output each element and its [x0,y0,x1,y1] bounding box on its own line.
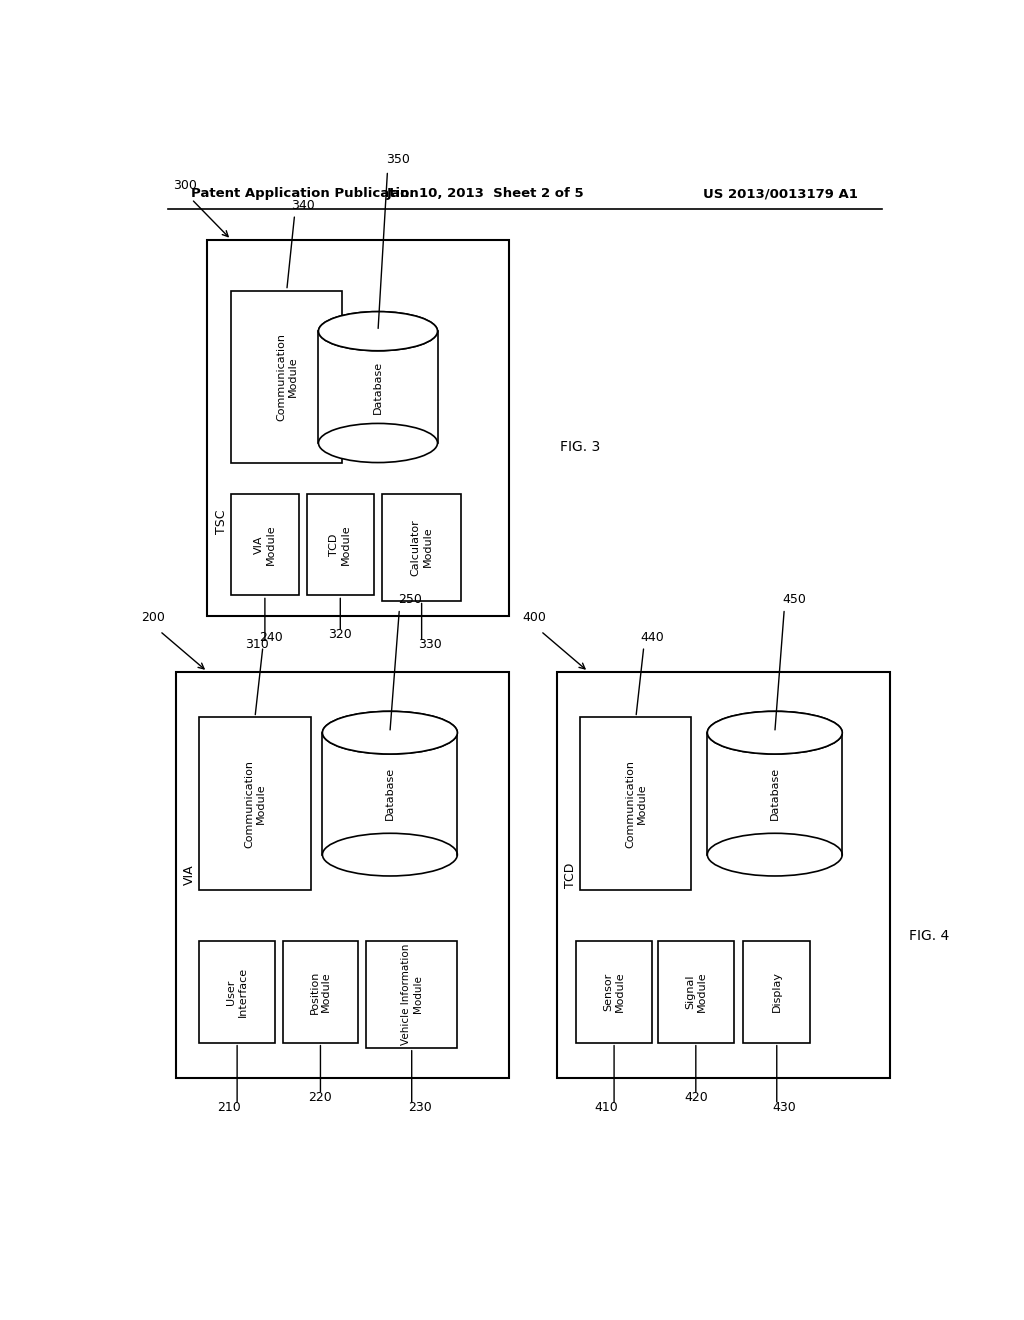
FancyBboxPatch shape [557,672,890,1078]
Text: 310: 310 [245,639,269,651]
Text: FIG. 3: FIG. 3 [560,440,600,454]
Text: Jan. 10, 2013  Sheet 2 of 5: Jan. 10, 2013 Sheet 2 of 5 [386,187,584,201]
FancyBboxPatch shape [581,718,691,890]
Text: VIA
Module: VIA Module [254,524,275,565]
FancyBboxPatch shape [367,941,458,1048]
Text: 340: 340 [291,199,314,213]
Text: 210: 210 [217,1101,241,1114]
Text: Database: Database [385,767,395,820]
Ellipse shape [318,424,437,462]
Text: 320: 320 [329,628,352,642]
FancyBboxPatch shape [200,718,310,890]
FancyBboxPatch shape [231,290,342,463]
Ellipse shape [318,312,437,351]
Text: 410: 410 [594,1101,618,1114]
Text: 450: 450 [782,593,807,606]
Text: 300: 300 [173,180,197,191]
Text: 250: 250 [397,593,422,606]
Ellipse shape [708,711,842,754]
Ellipse shape [323,711,458,754]
FancyBboxPatch shape [743,941,811,1043]
Text: 330: 330 [418,639,441,651]
Text: 220: 220 [308,1090,333,1104]
Text: Display: Display [772,972,781,1012]
Text: VIA: VIA [183,865,197,886]
Text: TCD
Module: TCD Module [330,524,351,565]
Text: Signal
Module: Signal Module [685,972,707,1012]
FancyBboxPatch shape [382,494,462,601]
FancyBboxPatch shape [658,941,733,1043]
FancyBboxPatch shape [323,733,458,854]
Text: 420: 420 [684,1090,708,1104]
Text: Position
Module: Position Module [309,970,331,1014]
FancyBboxPatch shape [200,941,274,1043]
Text: 230: 230 [408,1101,431,1114]
Text: Database: Database [770,767,780,820]
Text: User
Interface: User Interface [226,966,248,1016]
Text: Communication
Module: Communication Module [244,760,266,847]
Text: Communication
Module: Communication Module [275,333,298,421]
Ellipse shape [708,833,842,876]
Text: Calculator
Module: Calculator Module [411,519,432,576]
Text: TCD: TCD [564,862,578,887]
Text: 350: 350 [386,153,410,166]
FancyBboxPatch shape [708,733,842,854]
Text: Sensor
Module: Sensor Module [603,972,625,1012]
Text: Communication
Module: Communication Module [625,760,647,847]
FancyBboxPatch shape [207,240,509,615]
Ellipse shape [318,312,437,351]
Text: 400: 400 [522,611,546,624]
FancyBboxPatch shape [283,941,358,1043]
FancyBboxPatch shape [231,494,299,595]
Text: FIG. 4: FIG. 4 [909,929,949,942]
Text: 200: 200 [141,611,165,624]
Ellipse shape [323,711,458,754]
Text: FIG. 2: FIG. 2 [560,869,600,882]
FancyBboxPatch shape [318,331,437,444]
Text: Vehicle Information
Module: Vehicle Information Module [401,944,423,1045]
FancyBboxPatch shape [306,494,374,595]
Ellipse shape [323,833,458,876]
Text: 440: 440 [640,631,664,644]
FancyBboxPatch shape [176,672,509,1078]
Text: TSC: TSC [215,510,228,535]
Text: 240: 240 [259,631,283,644]
Text: 430: 430 [773,1101,797,1114]
Text: US 2013/0013179 A1: US 2013/0013179 A1 [703,187,858,201]
FancyBboxPatch shape [577,941,651,1043]
Text: Database: Database [373,360,383,413]
Ellipse shape [708,711,842,754]
Text: Patent Application Publication: Patent Application Publication [191,187,419,201]
